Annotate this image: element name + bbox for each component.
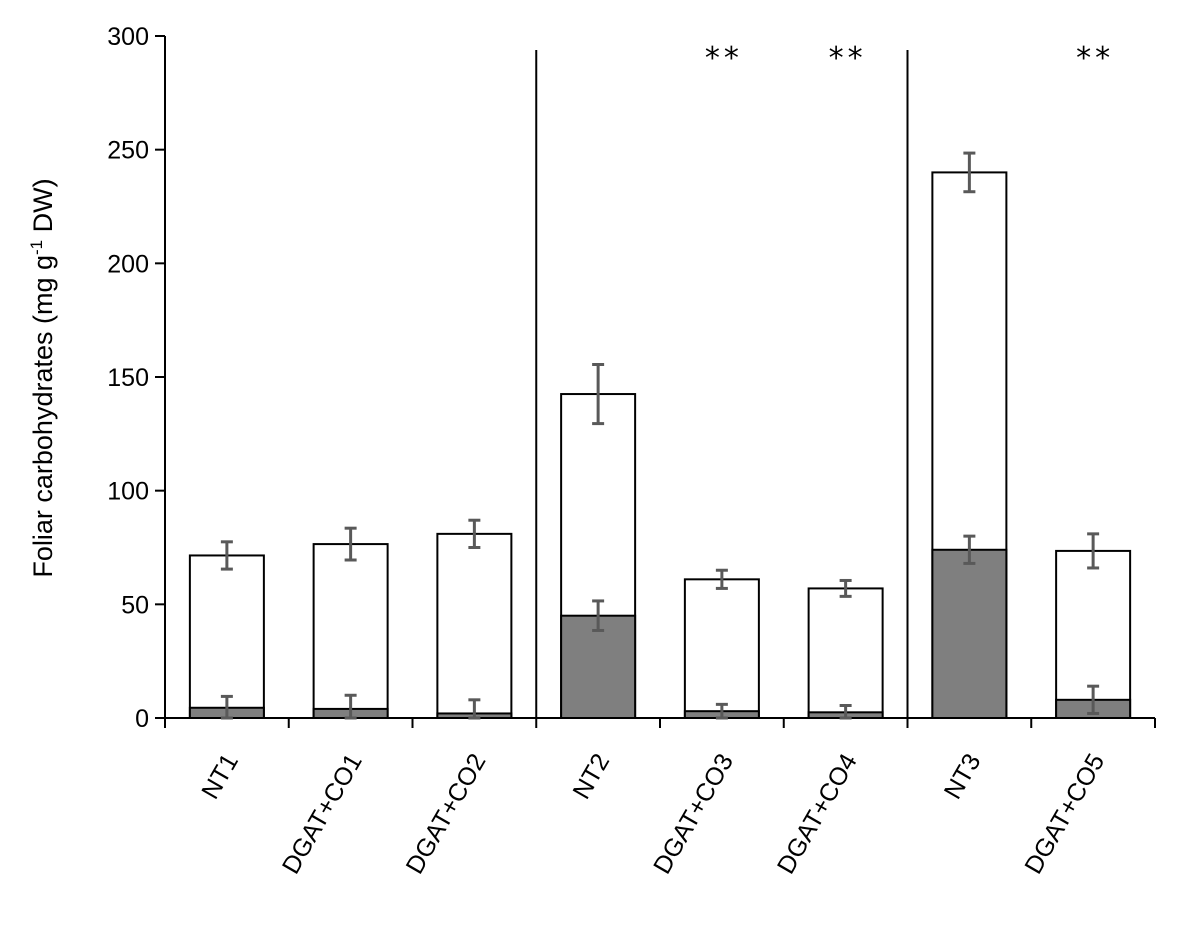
bar-upper-segment	[188, 554, 265, 719]
significance-marker: **	[705, 41, 743, 76]
y-axis-title-main: Foliar carbohydrates (mg g	[28, 255, 58, 578]
x-tick-label: DGAT+CO3	[648, 749, 739, 879]
bar-upper-segment	[436, 532, 513, 719]
y-axis-title-end: DW)	[28, 178, 58, 239]
x-tick-label: DGAT+CO4	[772, 749, 863, 879]
significance-marker: **	[1076, 41, 1114, 76]
y-tick-label: 300	[107, 23, 149, 51]
x-tick-label: NT3	[939, 749, 987, 804]
bars	[188, 171, 1132, 720]
bar-upper-segment	[312, 543, 389, 720]
y-tick-label: 150	[107, 364, 149, 392]
y-tick-label: 200	[107, 250, 149, 278]
x-tick-label: DGAT+CO2	[401, 749, 492, 879]
x-tick-label: DGAT+CO1	[277, 749, 368, 879]
bar-lower-segment	[931, 548, 1008, 719]
y-axis-title-superscript: -1	[27, 240, 46, 255]
x-tick-label: NT1	[196, 749, 244, 804]
y-tick-label: 250	[107, 137, 149, 165]
significance-marker: **	[829, 41, 867, 76]
x-tick-label: NT2	[567, 749, 615, 804]
y-tick-label: 0	[135, 705, 149, 733]
group-separators	[535, 50, 909, 718]
bar-upper-segment	[807, 587, 884, 719]
y-axis-title: Foliar carbohydrates (mg g-1 DW)	[27, 178, 58, 577]
error-bars	[220, 151, 1100, 720]
y-tick-label: 100	[107, 478, 149, 506]
svg-text:Foliar carbohydrates (mg g-1 D: Foliar carbohydrates (mg g-1 DW)	[27, 178, 58, 577]
bar-lower-segment	[560, 614, 637, 720]
x-tick-label: DGAT+CO5	[1019, 749, 1110, 879]
y-tick-label: 50	[121, 591, 149, 619]
bar-upper-segment	[683, 578, 760, 719]
